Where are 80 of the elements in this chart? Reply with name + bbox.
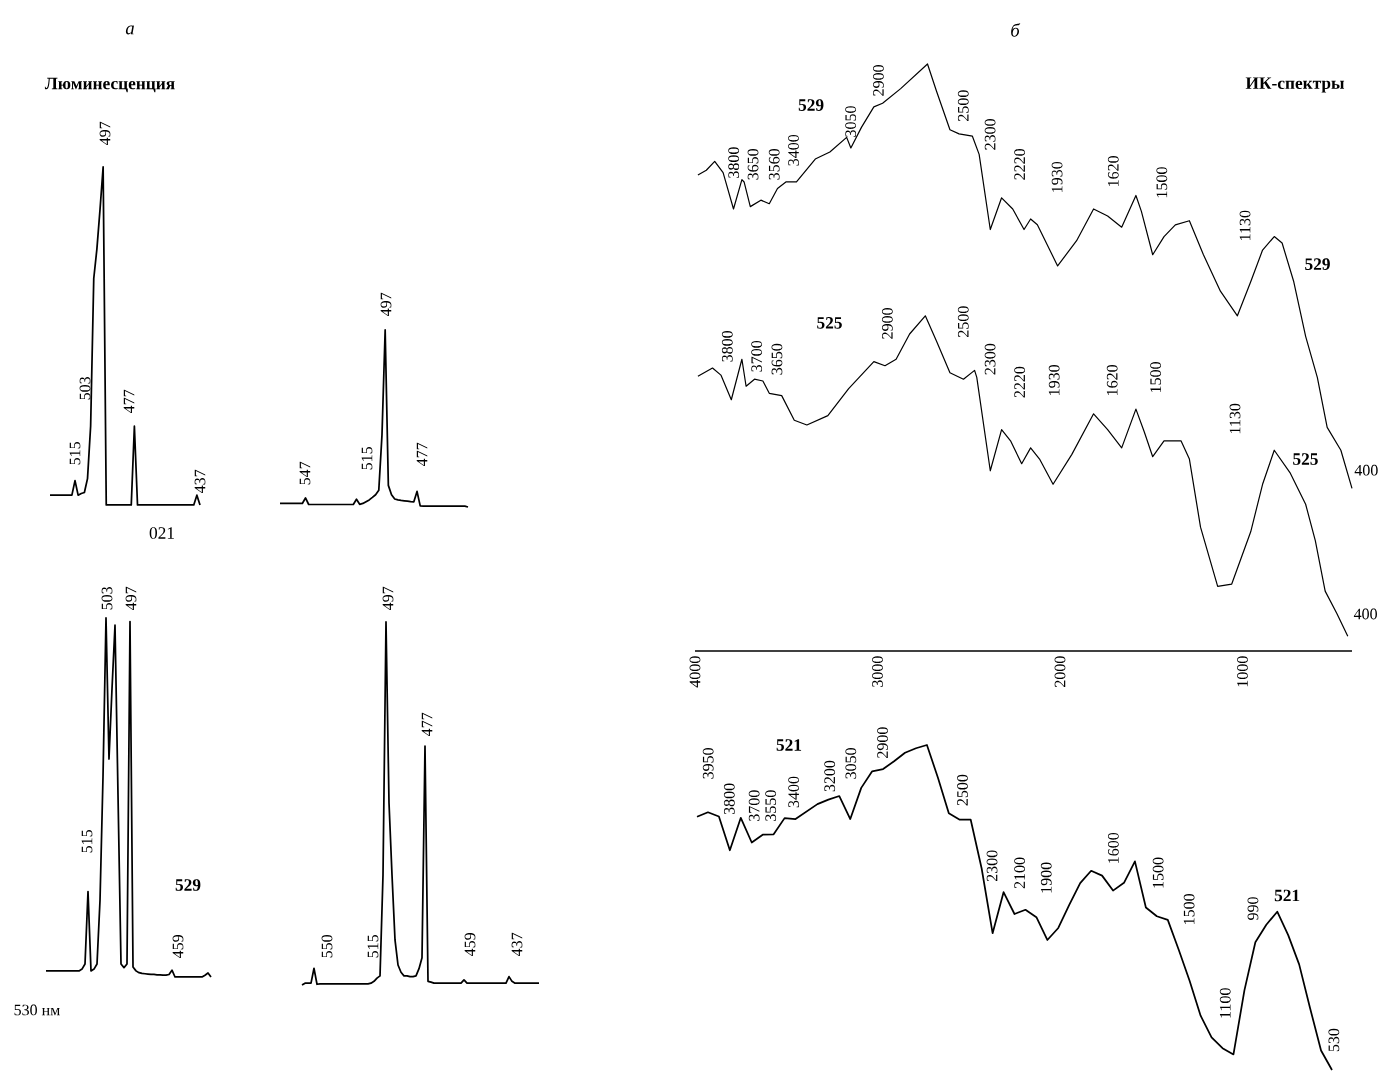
text: 529 [798, 99, 824, 111]
annotation: 1130 [1239, 210, 1251, 241]
x-tick-label: 2000 [1054, 656, 1066, 687]
x-tick-label: 4000 [689, 656, 701, 688]
annotation: 3400 [788, 134, 799, 166]
text: 525 [817, 317, 842, 329]
annotation: 2500 [957, 306, 969, 337]
annotation: 3400 [788, 776, 800, 808]
annotation: 1600 [1107, 832, 1119, 863]
text: 530 нм [14, 1004, 60, 1016]
annotation: 2900 [873, 65, 884, 96]
annotation: 1500 [1156, 167, 1168, 198]
annotation: 3950 [702, 748, 714, 779]
annotation: 1100 [1219, 988, 1231, 1018]
annotation: 550 [321, 935, 333, 958]
annotation: 477 [421, 712, 433, 737]
annotation: 3050 [845, 748, 857, 779]
annotation: 2900 [877, 727, 888, 758]
text: 497 [382, 586, 394, 611]
chart-title: а [125, 25, 134, 35]
annotation: 437 [511, 932, 523, 957]
annotation: 1500 [1152, 857, 1164, 888]
text: 497 [380, 292, 392, 317]
text: 503 [101, 587, 113, 610]
annotation: 459 [172, 935, 184, 959]
annotation: 3700 [748, 790, 760, 821]
chart-subtitle: Люминесценция [44, 77, 175, 93]
annotation: 547 [299, 461, 311, 485]
annotation: 2100 [1014, 857, 1026, 889]
annotation: 1500 [1150, 362, 1162, 393]
annotation: 3700 [751, 340, 763, 372]
annotation: 477 [123, 389, 135, 414]
series-label: 525 [1293, 453, 1318, 465]
annotation: 2900 [881, 308, 893, 339]
annotation: 2220 [1014, 366, 1026, 398]
text: 400 [1353, 608, 1377, 620]
annotation: 2300 [984, 119, 996, 150]
annotation: 530 [1328, 1028, 1340, 1052]
annotation: 515 [361, 447, 373, 470]
annotation: 3650 [771, 343, 783, 375]
annotation: 515 [81, 830, 93, 853]
annotation: 3650 [747, 148, 759, 180]
annotation: 1130 [1229, 403, 1241, 434]
series-label: 529 [1305, 258, 1330, 270]
annotation: 2220 [1014, 148, 1026, 180]
annotation: 1620 [1107, 156, 1119, 187]
annotation: 2500 [957, 774, 968, 806]
text: ИК-спектры [1245, 77, 1345, 93]
annotation: 503 [79, 377, 91, 400]
annotation: 477 [416, 442, 428, 467]
text: 497 [125, 586, 137, 611]
annotation: 2300 [984, 343, 996, 375]
annotation: 990 [1247, 897, 1259, 920]
annotation: 3800 [721, 330, 733, 362]
annotation: 1930 [1051, 161, 1063, 192]
series-label: 521 [1274, 889, 1300, 902]
text: 521 [776, 739, 802, 751]
annotation: 3800 [728, 147, 740, 178]
x-tick-label: 1000 [1237, 656, 1248, 687]
annotation: 3050 [845, 106, 857, 137]
annotation: 437 [194, 469, 206, 494]
text: 497 [99, 121, 111, 146]
text: 529 [175, 879, 201, 891]
annotation: 1500 [1183, 894, 1195, 924]
annotation: 3800 [723, 783, 735, 815]
annotation: 1930 [1048, 365, 1060, 395]
annotation: 1620 [1106, 365, 1118, 395]
annotation: 3550 [765, 790, 777, 821]
annotation: 515 [367, 935, 379, 958]
series-label: 021 [149, 527, 174, 539]
annotation: 459 [464, 933, 476, 957]
annotation: 515 [69, 442, 81, 465]
annotation: 3560 [768, 148, 780, 180]
annotation: 1900 [1040, 862, 1052, 893]
x-tick-label: 3000 [872, 656, 883, 687]
annotation: 2300 [986, 850, 998, 882]
chart-title: б [1011, 23, 1021, 37]
text: 400 [1354, 464, 1378, 476]
annotation: 3200 [824, 760, 836, 792]
annotation: 2500 [957, 90, 969, 121]
